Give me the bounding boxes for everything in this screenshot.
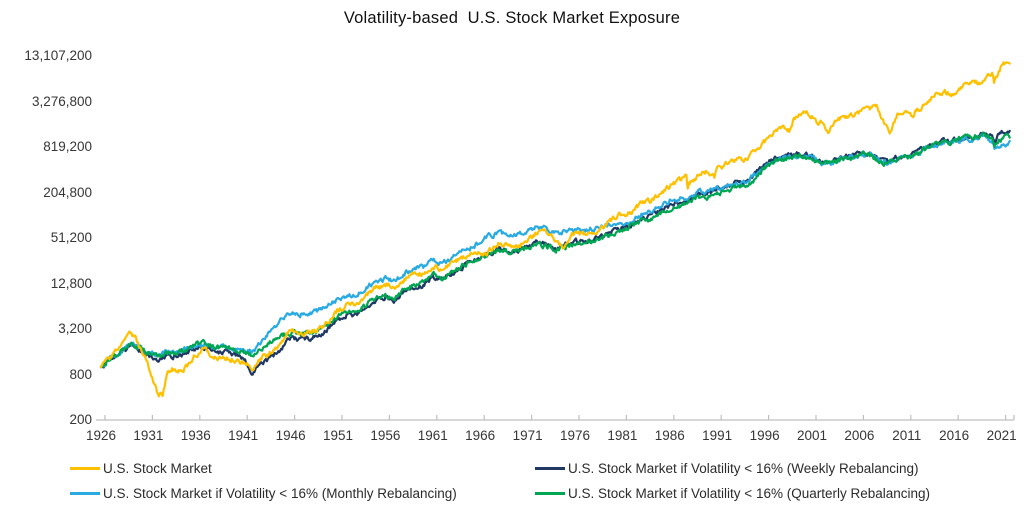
x-tick-label: 1981 [607, 428, 638, 443]
y-tick-label: 3,200 [58, 321, 92, 336]
x-tick-label: 1936 [180, 428, 211, 443]
series-line-0 [99, 61, 1011, 398]
x-tick-label: 1986 [654, 428, 685, 443]
x-axis-line [96, 415, 1015, 421]
x-tick-label: 2006 [844, 428, 875, 443]
y-tick-label: 819,200 [43, 139, 92, 154]
x-tick-label: 1951 [322, 428, 354, 443]
x-tick-label: 2021 [986, 428, 1017, 443]
x-tick-label: 1991 [702, 428, 733, 443]
x-tick-label: 1926 [85, 428, 117, 443]
y-tick-label: 51,200 [50, 230, 92, 245]
y-tick-label: 12,800 [50, 275, 92, 291]
chart-title: Volatility-based U.S. Stock Market Expos… [343, 9, 681, 27]
y-tick-label: 800 [69, 366, 92, 382]
y-tick-label: 13,107,200 [24, 48, 92, 63]
x-tick-label: 1971 [512, 428, 543, 443]
y-tick-label: 200 [69, 412, 92, 427]
x-tick-label: 2016 [939, 428, 970, 443]
x-tick-label: 1966 [465, 428, 496, 443]
series-line-1 [99, 129, 1011, 376]
x-tick-label: 1976 [559, 428, 591, 443]
x-tick-label: 1946 [275, 428, 306, 443]
x-tick-label: 1931 [133, 428, 164, 443]
y-tick-label: 204,800 [43, 184, 92, 200]
x-tick-label: 1961 [417, 428, 448, 443]
x-tick-label: 1996 [749, 428, 780, 443]
series-line-3 [99, 132, 1011, 369]
x-tick-label: 1941 [228, 428, 259, 443]
x-tick-label: 1956 [370, 428, 401, 443]
y-tick-label: 3,276,800 [31, 93, 92, 109]
x-tick-label: 2011 [892, 428, 922, 443]
x-tick-label: 2001 [796, 428, 828, 443]
